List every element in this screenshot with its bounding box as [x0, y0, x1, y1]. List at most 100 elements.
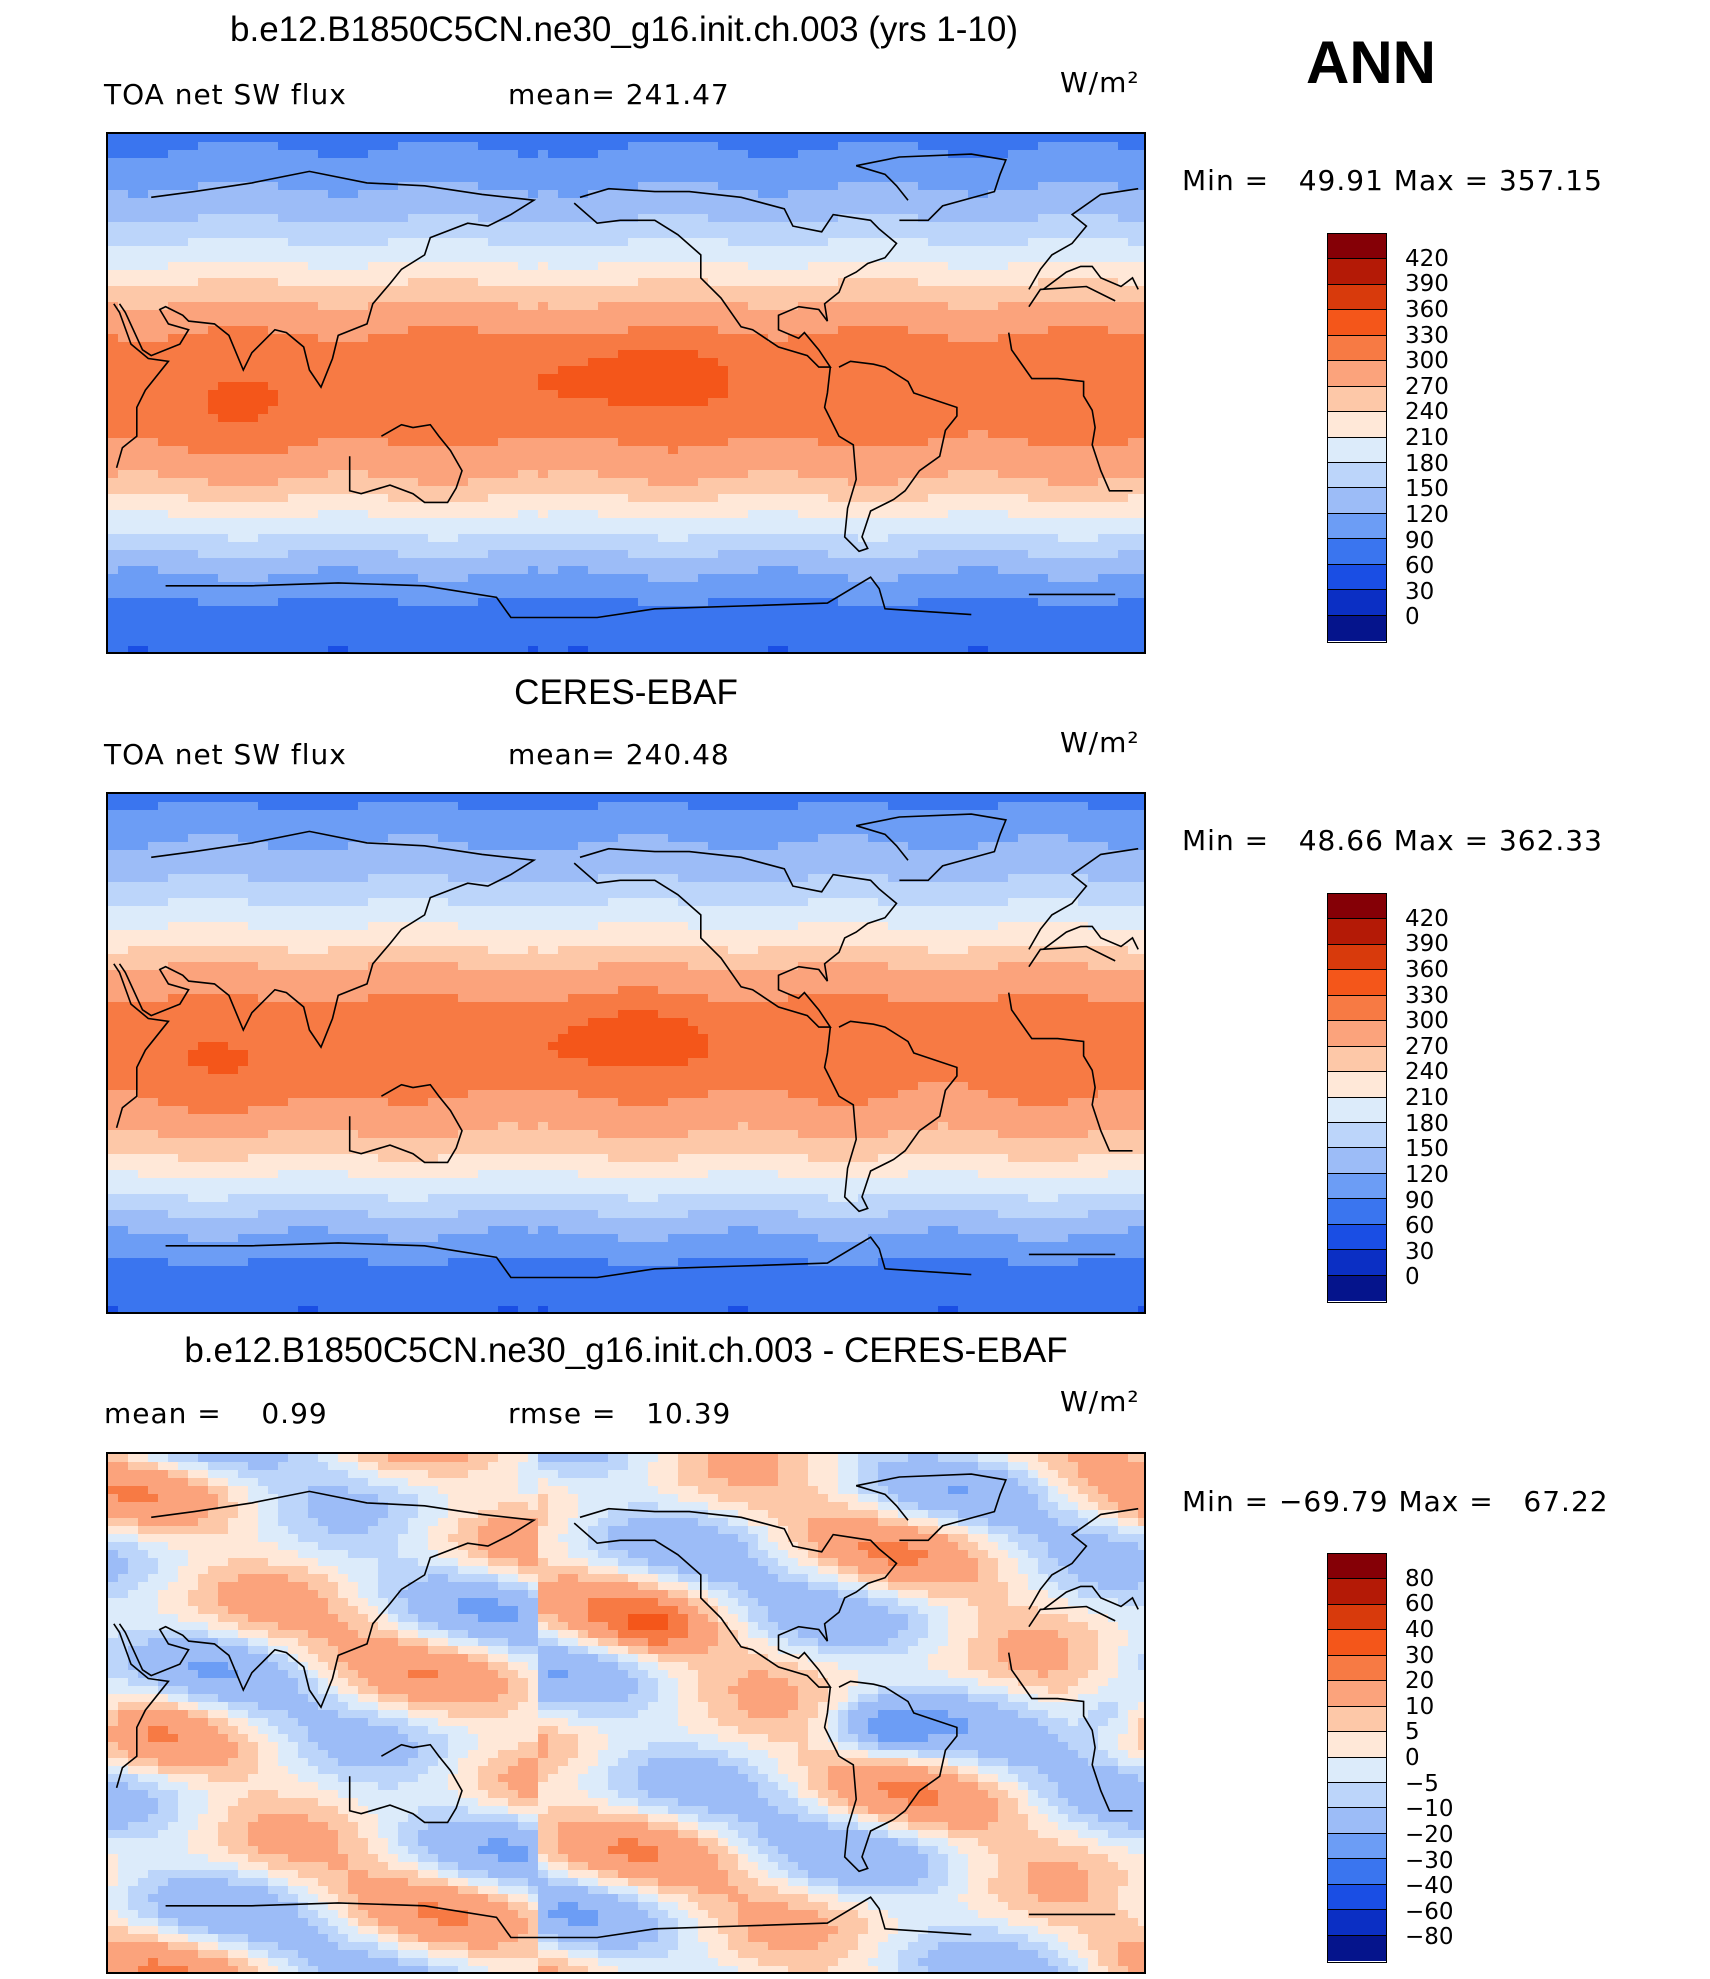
map-cell [988, 222, 999, 231]
map-cell [708, 334, 719, 343]
map-cell [798, 294, 809, 303]
map-cell [1078, 510, 1089, 519]
map-cell [368, 470, 379, 479]
map-cell [1068, 190, 1079, 199]
map-cell [1118, 382, 1129, 391]
map-cell [708, 358, 719, 367]
map-cell [208, 406, 219, 415]
map-cell [458, 158, 469, 167]
map-cell [698, 398, 709, 407]
map-cell [158, 318, 169, 327]
map-cell [338, 494, 349, 503]
map-cell [198, 414, 209, 423]
map-cell [808, 310, 819, 319]
map-cell [268, 350, 279, 359]
map-cell [268, 454, 279, 463]
map-cell [228, 142, 239, 151]
map-cell [878, 206, 889, 215]
map-cell [538, 158, 549, 167]
map-cell [248, 446, 259, 455]
map-cell [678, 494, 689, 503]
map-cell [678, 246, 689, 255]
map-cell [198, 374, 209, 383]
map-cell [308, 478, 319, 487]
map-cell [338, 462, 349, 471]
map-cell [508, 270, 519, 279]
map-cell [948, 270, 959, 279]
map-cell [228, 406, 239, 415]
map-cell [218, 486, 229, 495]
map-cell [288, 478, 299, 487]
map-cell [238, 398, 249, 407]
map-cell [158, 294, 169, 303]
map-cell [358, 382, 369, 391]
map-cell [588, 174, 599, 183]
map-cell [458, 390, 469, 399]
map-cell [218, 222, 229, 231]
map-cell [508, 366, 519, 375]
map-cell [438, 470, 449, 479]
map-cell [958, 342, 969, 351]
map-cell [818, 198, 829, 207]
map-cell [728, 302, 739, 311]
map-cell [788, 230, 799, 239]
map-cell [828, 502, 839, 511]
map-cell [488, 430, 499, 439]
map-cell [538, 190, 549, 199]
map-cell [128, 182, 139, 191]
map-cell [938, 310, 949, 319]
map-cell [1008, 150, 1019, 159]
map-cell [778, 342, 789, 351]
map-cell [898, 198, 909, 207]
map-cell [288, 454, 299, 463]
map-cell [588, 134, 599, 143]
map-cell [808, 230, 819, 239]
map-cell [608, 270, 619, 279]
map-cell [1078, 302, 1089, 311]
map-cell [238, 430, 249, 439]
map-cell [338, 438, 349, 447]
map-cell [658, 262, 669, 271]
map-cell [618, 198, 629, 207]
map-cell [808, 150, 819, 159]
map-cell [288, 206, 299, 215]
map-cell [488, 502, 499, 511]
map-cell [778, 334, 789, 343]
map-cell [448, 406, 459, 415]
map-cell [668, 142, 679, 151]
map-cell [128, 430, 139, 439]
map-cell [258, 414, 269, 423]
map-cell [728, 438, 739, 447]
map-cell [378, 222, 389, 231]
map-cell [918, 366, 929, 375]
map-cell [1028, 342, 1039, 351]
map-cell [928, 438, 939, 447]
map-cell [288, 262, 299, 271]
map-cell [108, 310, 119, 319]
map-cell [238, 246, 249, 255]
map-cell [518, 350, 529, 359]
map-cell [1058, 222, 1069, 231]
map-cell [108, 206, 119, 215]
map-cell [138, 454, 149, 463]
map-cell [478, 302, 489, 311]
map-cell [518, 358, 529, 367]
map-cell [1078, 430, 1089, 439]
map-cell [248, 166, 259, 175]
map-cell [188, 486, 199, 495]
map-cell [738, 350, 749, 359]
map-cell [828, 182, 839, 191]
map-cell [268, 310, 279, 319]
map-cell [328, 470, 339, 479]
map-cell [368, 414, 379, 423]
map-cell [878, 198, 889, 207]
map-cell [548, 294, 559, 303]
map-cell [998, 294, 1009, 303]
map-cell [838, 150, 849, 159]
map-cell [278, 502, 289, 511]
map-cell [778, 214, 789, 223]
map-cell [178, 310, 189, 319]
map-cell [1138, 382, 1144, 391]
map-cell [388, 198, 399, 207]
map-cell [368, 174, 379, 183]
